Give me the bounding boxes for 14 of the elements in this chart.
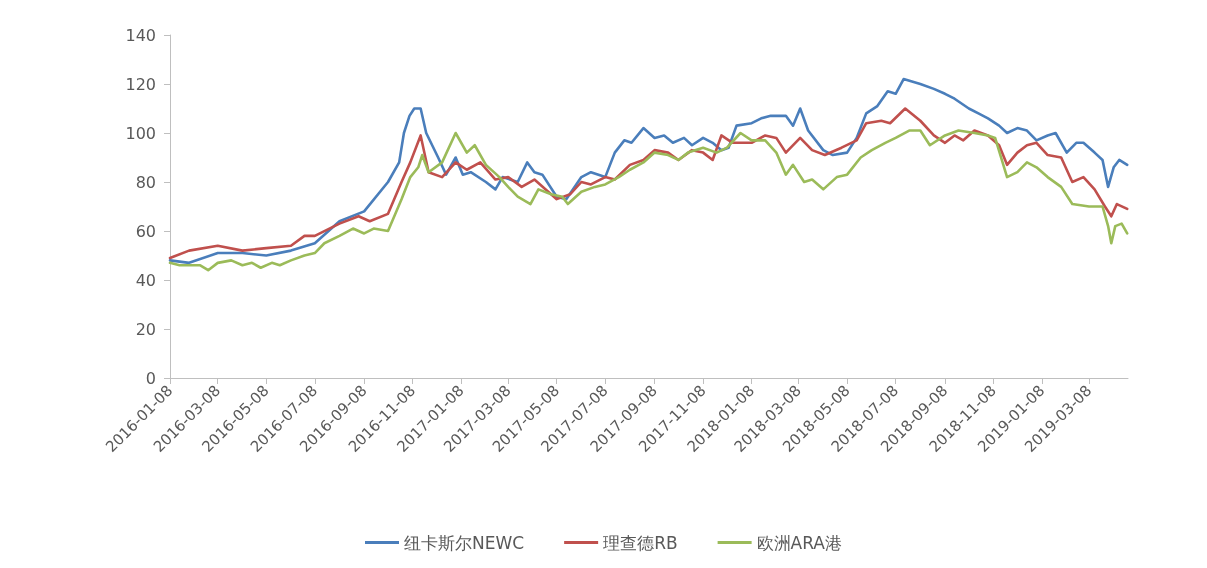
legend-label: 纽卡斯尔NEWC	[404, 532, 525, 553]
y-tick-label: 100	[125, 123, 156, 143]
y-tick-label: 80	[135, 172, 156, 192]
line-series	[168, 77, 1129, 265]
legend-label: 理查德RB	[603, 532, 678, 553]
y-tick-label: 60	[135, 221, 156, 241]
y-tick-label: 40	[135, 270, 156, 290]
y-tick-label: 120	[125, 74, 156, 94]
y-tick-label: 140	[125, 25, 156, 45]
legend-label: 欧洲ARA港	[756, 532, 843, 553]
y-tick-label: 20	[135, 319, 156, 339]
line-series	[168, 129, 1129, 272]
y-tick-label: 0	[145, 368, 156, 388]
line-series	[168, 107, 1129, 260]
